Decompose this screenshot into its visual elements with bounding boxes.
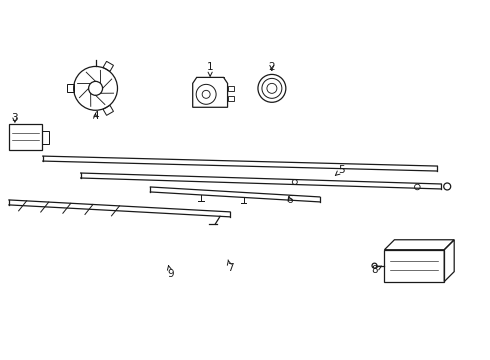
Bar [42, 131, 49, 144]
Text: 6: 6 [287, 195, 293, 205]
Text: 1: 1 [207, 62, 214, 76]
Text: 3: 3 [12, 113, 18, 123]
Text: 2: 2 [269, 62, 275, 72]
Text: 9: 9 [167, 266, 173, 279]
Text: 5: 5 [335, 165, 345, 175]
Bar [9, 124, 42, 150]
Text: 8: 8 [371, 265, 382, 275]
Text: 4: 4 [92, 111, 99, 121]
Text: 7: 7 [227, 260, 233, 273]
